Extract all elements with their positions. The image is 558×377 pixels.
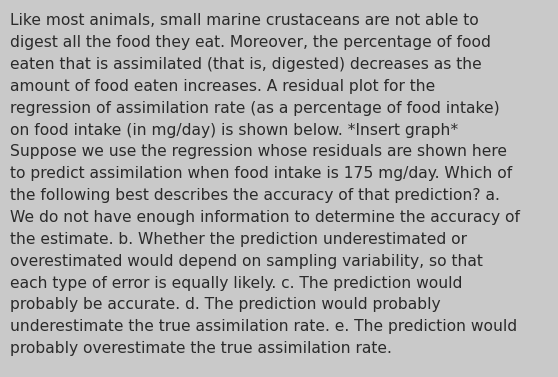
Text: Like most animals, small marine crustaceans are not able to: Like most animals, small marine crustace… xyxy=(10,13,479,28)
Text: the following best describes the accuracy of that prediction? a.: the following best describes the accurac… xyxy=(10,188,500,203)
Text: eaten that is assimilated (that is, digested) decreases as the: eaten that is assimilated (that is, dige… xyxy=(10,57,482,72)
Text: regression of assimilation rate (as a percentage of food intake): regression of assimilation rate (as a pe… xyxy=(10,101,499,116)
Text: probably be accurate. d. The prediction would probably: probably be accurate. d. The prediction … xyxy=(10,297,441,313)
Text: underestimate the true assimilation rate. e. The prediction would: underestimate the true assimilation rate… xyxy=(10,319,517,334)
Text: digest all the food they eat. Moreover, the percentage of food: digest all the food they eat. Moreover, … xyxy=(10,35,491,50)
Text: the estimate. b. Whether the prediction underestimated or: the estimate. b. Whether the prediction … xyxy=(10,232,467,247)
Text: each type of error is equally likely. c. The prediction would: each type of error is equally likely. c.… xyxy=(10,276,463,291)
Text: Suppose we use the regression whose residuals are shown here: Suppose we use the regression whose resi… xyxy=(10,144,507,159)
Text: to predict assimilation when food intake is 175 mg/day. Which of: to predict assimilation when food intake… xyxy=(10,166,512,181)
Text: on food intake (in mg/day) is shown below. *Insert graph*: on food intake (in mg/day) is shown belo… xyxy=(10,123,458,138)
Text: probably overestimate the true assimilation rate.: probably overestimate the true assimilat… xyxy=(10,341,392,356)
Text: overestimated would depend on sampling variability, so that: overestimated would depend on sampling v… xyxy=(10,254,483,269)
Text: We do not have enough information to determine the accuracy of: We do not have enough information to det… xyxy=(10,210,520,225)
Text: amount of food eaten increases. A residual plot for the: amount of food eaten increases. A residu… xyxy=(10,79,435,94)
